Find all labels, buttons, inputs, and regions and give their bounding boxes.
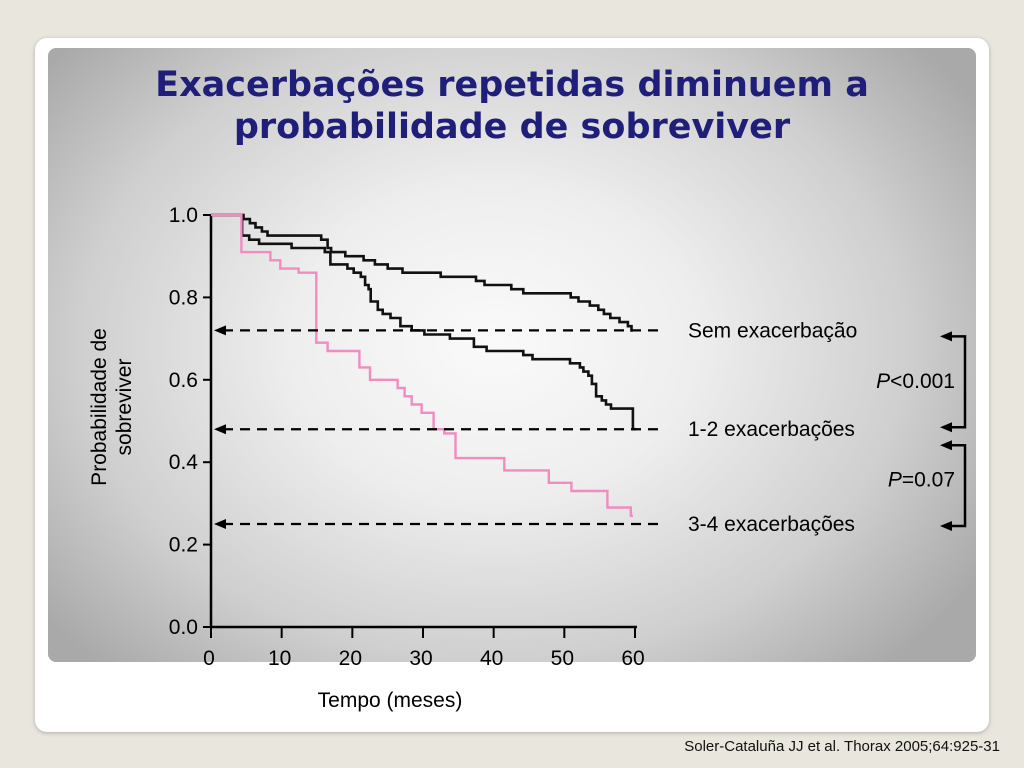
y-tick-label: 1.0 [169, 204, 198, 227]
arrowhead-left [214, 424, 226, 435]
reference-lines: Sem exacerbação 1-2 exacerbações 3-4 exace… [214, 319, 857, 536]
series-line-1 [211, 213, 633, 332]
arrowhead-left [214, 519, 226, 529]
p-value-label: P<0.001 [876, 370, 955, 393]
x-tick-label: 60 [621, 647, 644, 670]
series-line-3 [211, 213, 633, 517]
chart-annotations: P<0.001 P=0.07 [876, 331, 967, 531]
y-tick-label: 0.0 [169, 616, 198, 639]
reference-label: 3-4 exacerbações [688, 513, 855, 536]
x-tick-label: 20 [339, 647, 362, 670]
p-value-label: P=0.07 [888, 469, 955, 492]
x-tick-label: 50 [551, 647, 574, 670]
y-axis-label: Probabilidade desobreviver [88, 328, 136, 486]
y-tick-label: 0.4 [169, 451, 199, 474]
title-line-1: Exacerbações repetidas diminuem a [155, 65, 869, 105]
arrowhead-left [940, 440, 952, 451]
x-tick-label: 0 [203, 647, 215, 670]
slide-panel [48, 48, 976, 662]
arrowhead-left [940, 331, 952, 342]
x-tick-label: 30 [409, 647, 432, 670]
x-tick-label: 40 [480, 647, 503, 670]
y-tick-label: 0.8 [169, 286, 198, 309]
arrowhead-left [940, 422, 952, 433]
reference-label: 1-2 exacerbações [688, 418, 855, 441]
chart-axes: 0.0 0.2 0.4 0.6 0.8 1.0 0 10 20 30 40 50 60 Tempo (me… [88, 204, 645, 712]
comparison-bracket-1 [944, 335, 967, 429]
arrowhead-left [214, 325, 226, 336]
chart-series [211, 213, 636, 517]
x-axis-label: Tempo (meses) [318, 689, 463, 712]
arrowhead-left [940, 521, 952, 531]
comparison-bracket-2 [944, 443, 967, 528]
y-tick-label: 0.2 [169, 534, 198, 557]
citation: Soler-Cataluña JJ et al. Thorax 2005;64:… [684, 738, 1000, 755]
x-tick-label: 10 [268, 647, 291, 670]
slide-title: Exacerbações repetidas diminuem a probab… [48, 64, 976, 148]
y-tick-label: 0.6 [169, 369, 198, 392]
title-line-2: probabilidade de sobreviver [233, 107, 791, 147]
reference-label: Sem exacerbação [688, 319, 857, 342]
series-line-2 [211, 213, 636, 431]
